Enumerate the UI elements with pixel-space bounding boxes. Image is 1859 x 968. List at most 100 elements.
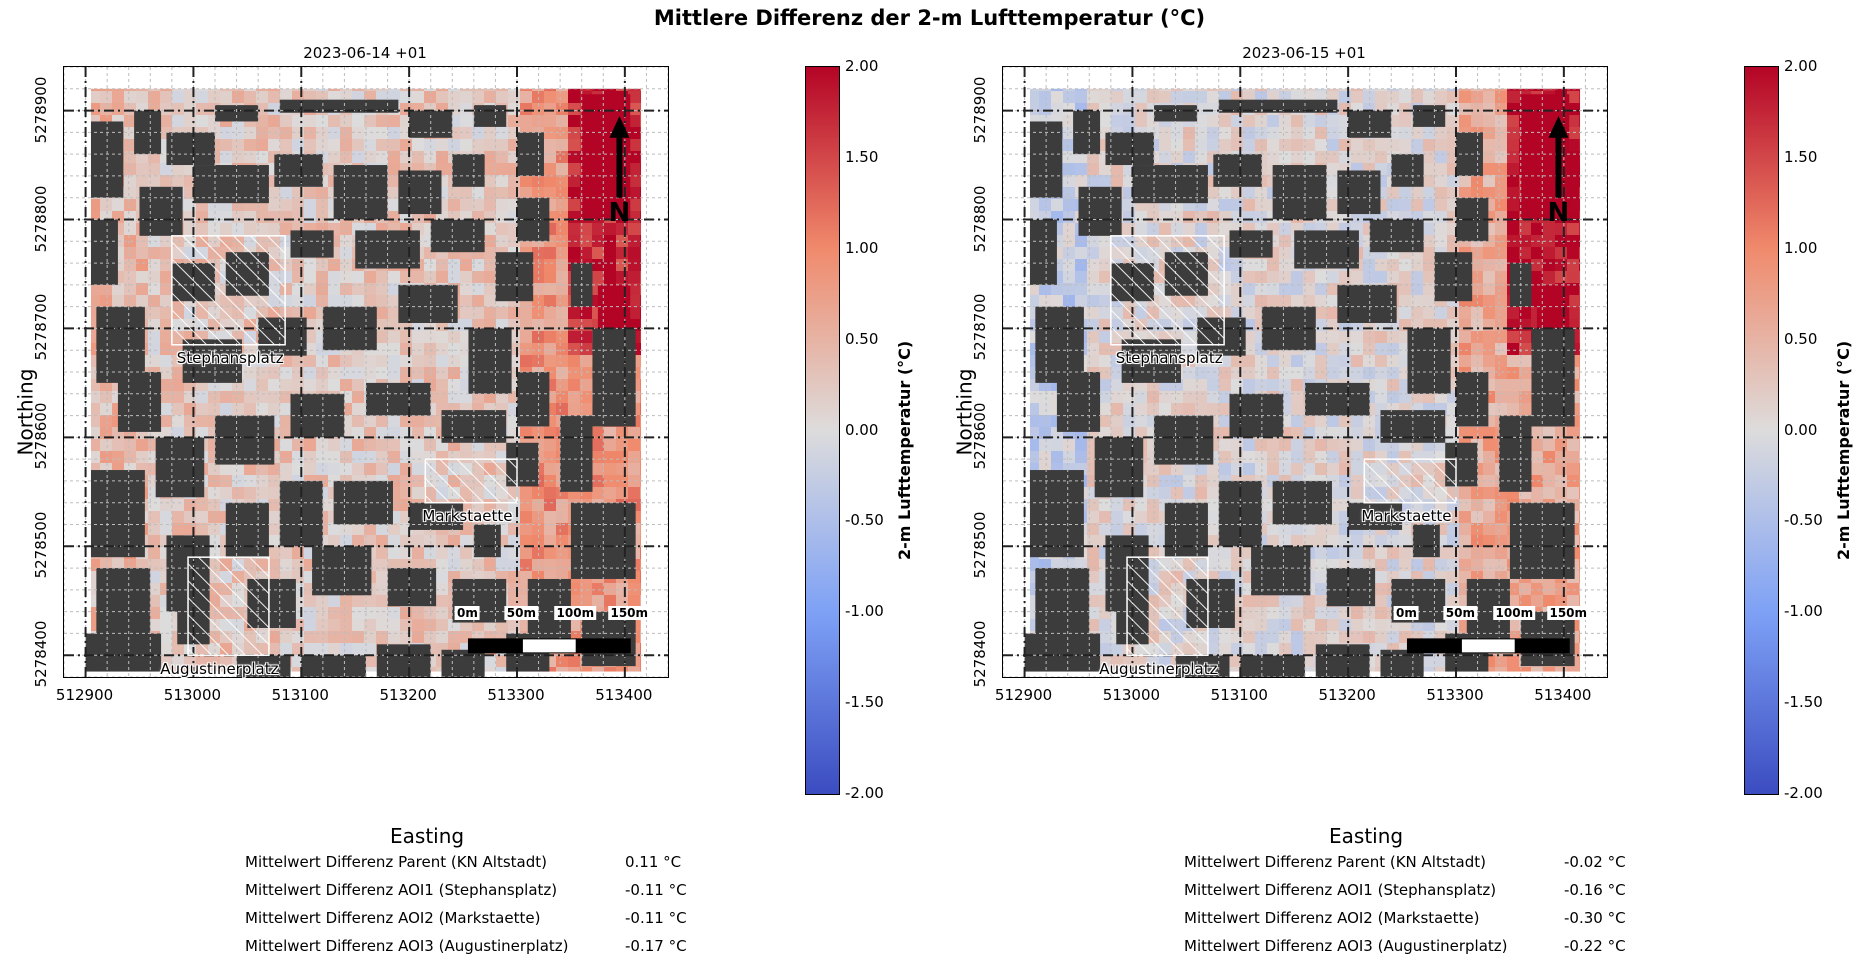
temperature-cell	[172, 403, 184, 415]
temperature-cell	[1219, 379, 1231, 391]
temperature-cell	[1207, 223, 1219, 235]
temperature-cell	[160, 415, 172, 427]
temperature-cell	[1327, 535, 1339, 547]
temperature-cell	[1471, 103, 1483, 115]
temperature-cell	[1327, 211, 1339, 223]
temperature-cell	[412, 355, 424, 367]
temperature-cell	[556, 283, 568, 295]
temperature-cell	[1567, 91, 1579, 103]
temperature-cell	[1243, 139, 1255, 151]
temperature-cell	[532, 355, 544, 367]
temperature-cell	[304, 115, 316, 127]
temperature-cell	[1063, 127, 1075, 139]
temperature-cell	[628, 583, 640, 595]
temperature-cell	[508, 103, 520, 115]
temperature-cell	[1507, 199, 1519, 211]
temperature-cell	[1483, 511, 1495, 523]
scale-bar-label: 100m	[554, 606, 597, 621]
aoi-box	[171, 235, 286, 346]
temperature-cell	[1267, 283, 1279, 295]
temperature-cell	[496, 559, 508, 571]
temperature-cell	[376, 463, 388, 475]
building	[495, 252, 534, 302]
temperature-cell	[172, 523, 184, 535]
building	[409, 502, 464, 530]
temperature-cell	[304, 271, 316, 283]
temperature-cell	[208, 91, 220, 103]
building	[592, 328, 636, 427]
temperature-cell	[340, 295, 352, 307]
temperature-cell	[628, 271, 640, 283]
temperature-cell	[364, 631, 376, 643]
temperature-cell	[1303, 127, 1315, 139]
temperature-cell	[316, 643, 328, 655]
temperature-cell	[628, 91, 640, 103]
temperature-cell	[160, 115, 172, 127]
temperature-cell	[1075, 247, 1087, 259]
temperature-cell	[1531, 223, 1543, 235]
temperature-cell	[628, 463, 640, 475]
temperature-cell	[1255, 355, 1267, 367]
temperature-cell	[412, 91, 424, 103]
temperature-cell	[340, 247, 352, 259]
temperature-cell	[1459, 355, 1471, 367]
temperature-cell	[220, 655, 232, 667]
temperature-cell	[160, 619, 172, 631]
temperature-cell	[1135, 223, 1147, 235]
temperature-cell	[112, 103, 124, 115]
temperature-cell	[1207, 523, 1219, 535]
temperature-cell	[1375, 391, 1387, 403]
temperature-cell	[1423, 211, 1435, 223]
temperature-cell	[1243, 463, 1255, 475]
temperature-cell	[592, 223, 604, 235]
temperature-cell	[556, 523, 568, 535]
temperature-cell	[1291, 367, 1303, 379]
temperature-cell	[556, 331, 568, 343]
temperature-cell	[436, 259, 448, 271]
temperature-cell	[1243, 187, 1255, 199]
temperature-cell	[1543, 463, 1555, 475]
temperature-cell	[1423, 199, 1435, 211]
temperature-cell	[1075, 295, 1087, 307]
temperature-cell	[544, 307, 556, 319]
temperature-cell	[1063, 223, 1075, 235]
temperature-cell	[208, 655, 220, 667]
temperature-cell	[1423, 223, 1435, 235]
temperature-cell	[1111, 415, 1123, 427]
temperature-cell	[520, 115, 532, 127]
temperature-cell	[1351, 91, 1363, 103]
temperature-cell	[1339, 439, 1351, 451]
temperature-cell	[1555, 439, 1567, 451]
temperature-cell	[376, 271, 388, 283]
temperature-cell	[376, 415, 388, 427]
temperature-cell	[280, 187, 292, 199]
temperature-cell	[1063, 91, 1075, 103]
temperature-cell	[148, 283, 160, 295]
temperature-cell	[592, 439, 604, 451]
temperature-cell	[100, 283, 112, 295]
temperature-cell	[196, 403, 208, 415]
temperature-cell	[400, 619, 412, 631]
temperature-cell	[1507, 91, 1519, 103]
temperature-cell	[124, 439, 136, 451]
temperature-cell	[1303, 295, 1315, 307]
temperature-cell	[1183, 343, 1195, 355]
temperature-cell	[172, 391, 184, 403]
temperature-cell	[304, 463, 316, 475]
temperature-cell	[1087, 163, 1099, 175]
temperature-cell	[1399, 187, 1411, 199]
temperature-cell	[1171, 211, 1183, 223]
temperature-cell	[124, 283, 136, 295]
building	[473, 105, 507, 127]
temperature-cell	[1567, 451, 1579, 463]
temperature-cell	[472, 259, 484, 271]
temperature-cell	[1315, 547, 1327, 559]
temperature-cell	[1495, 343, 1507, 355]
temperature-cell	[1039, 199, 1051, 211]
temperature-cell	[364, 439, 376, 451]
temperature-cell	[220, 223, 232, 235]
temperature-cell	[1435, 223, 1447, 235]
temperature-cell	[1195, 487, 1207, 499]
temperature-cell	[1135, 499, 1147, 511]
temperature-cell	[1495, 259, 1507, 271]
